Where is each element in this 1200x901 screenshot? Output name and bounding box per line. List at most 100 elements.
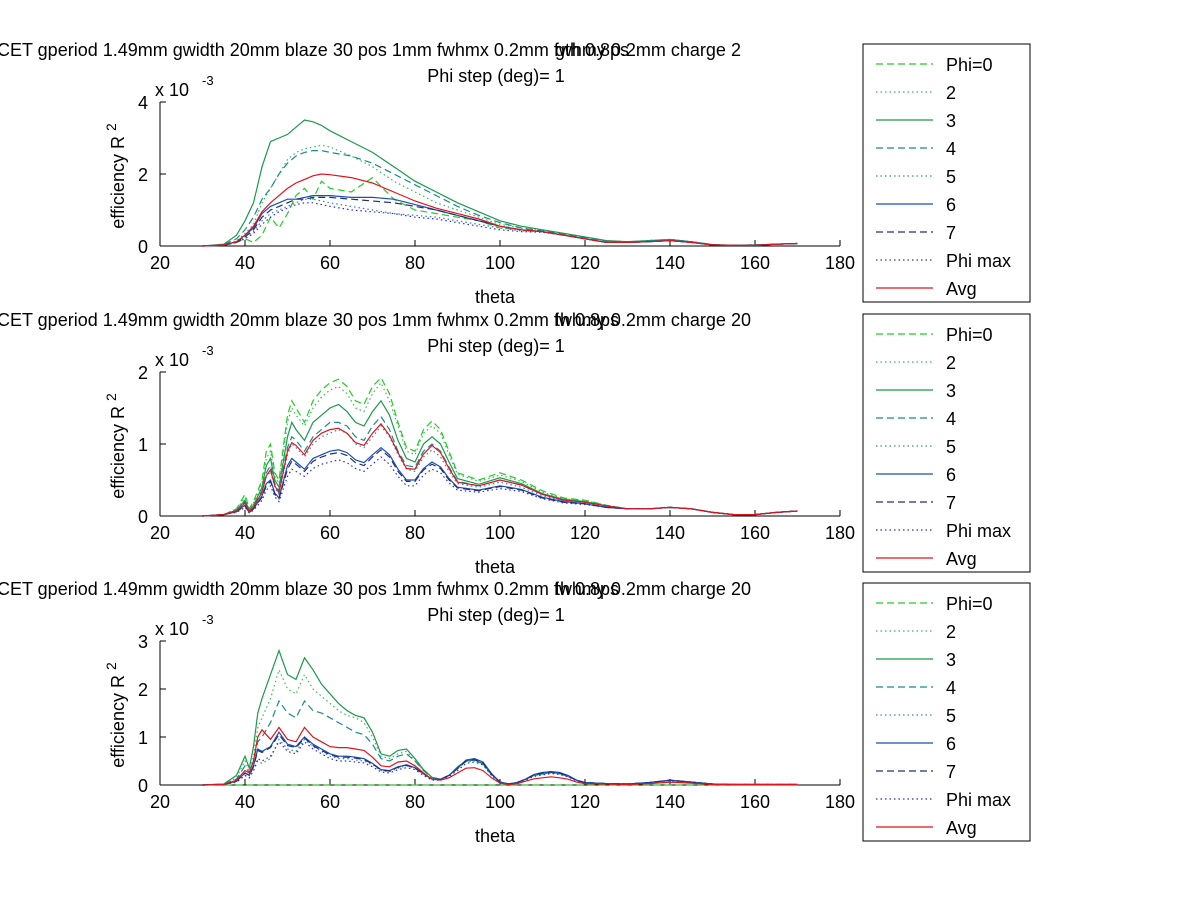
y-axis-label: efficiency R 2 xyxy=(103,393,128,499)
x-tick-label: 40 xyxy=(235,792,255,812)
y-tick-label: 0 xyxy=(138,507,148,527)
y-axis-label-sup: 2 xyxy=(103,662,119,670)
x-tick-label: 100 xyxy=(485,792,515,812)
series-line-5 xyxy=(202,425,798,517)
x-tick-label: 20 xyxy=(150,523,170,543)
scale-exponent: -3 xyxy=(202,73,214,88)
x-tick-label: 180 xyxy=(825,792,855,812)
y-axis-label-sup: 2 xyxy=(103,393,119,401)
y-axis-label: efficiency R 2 xyxy=(103,123,128,229)
x-tick-label: 140 xyxy=(655,253,685,273)
legend-label: Phi max xyxy=(946,521,1011,541)
series-line-5 xyxy=(202,198,798,247)
series-line-phi-max xyxy=(202,740,798,786)
chart-title: CET gperiod 1.49mm gwidth 20mm blaze 30 … xyxy=(0,310,751,330)
scale-factor: x 10 xyxy=(155,80,189,100)
legend-label: 5 xyxy=(946,437,956,457)
x-tick-label: 180 xyxy=(825,523,855,543)
legend-label: Phi=0 xyxy=(946,325,993,345)
legend-label: Phi max xyxy=(946,251,1011,271)
x-axis-label: theta xyxy=(475,826,516,846)
x-tick-label: 80 xyxy=(405,253,425,273)
chart-title-tail: th 0.8ps xyxy=(555,310,619,330)
y-tick-label: 2 xyxy=(138,165,148,185)
x-axis-label: theta xyxy=(475,287,516,307)
x-tick-label: 100 xyxy=(485,253,515,273)
x-tick-label: 120 xyxy=(570,792,600,812)
y-tick-label: 1 xyxy=(138,728,148,748)
series-line-phi-max xyxy=(202,456,798,517)
x-tick-label: 40 xyxy=(235,523,255,543)
series-line-avg xyxy=(202,422,798,517)
legend-label: 7 xyxy=(946,762,956,782)
legend-label: 7 xyxy=(946,493,956,513)
series-line-avg xyxy=(202,173,798,247)
legend-label: Avg xyxy=(946,279,977,299)
series-line-avg xyxy=(202,726,798,786)
chart-title-tail: gth 0.8ps xyxy=(555,40,629,60)
x-tick-label: 20 xyxy=(150,253,170,273)
scale-factor: x 10 xyxy=(155,619,189,639)
chart-subtitle: Phi step (deg)= 1 xyxy=(427,66,565,86)
legend-label: Avg xyxy=(946,818,977,838)
y-tick-label: 2 xyxy=(138,363,148,383)
y-tick-label: 2 xyxy=(138,680,148,700)
scale-factor: x 10 xyxy=(155,350,189,370)
legend-box xyxy=(862,43,1031,303)
legend-label: 2 xyxy=(946,353,956,373)
x-tick-label: 40 xyxy=(235,253,255,273)
series-line-7 xyxy=(202,196,798,247)
x-tick-label: 160 xyxy=(740,792,770,812)
scale-exponent: -3 xyxy=(202,612,214,627)
x-tick-label: 120 xyxy=(570,523,600,543)
legend-label: 4 xyxy=(946,139,956,159)
legend-label: 3 xyxy=(946,381,956,401)
legend-label: 6 xyxy=(946,734,956,754)
x-tick-label: 140 xyxy=(655,792,685,812)
x-tick-label: 80 xyxy=(405,523,425,543)
x-tick-label: 80 xyxy=(405,792,425,812)
legend-label: 3 xyxy=(946,111,956,131)
y-tick-label: 4 xyxy=(138,93,148,113)
x-tick-label: 60 xyxy=(320,253,340,273)
x-tick-label: 180 xyxy=(825,253,855,273)
legend-label: 4 xyxy=(946,678,956,698)
x-tick-label: 160 xyxy=(740,253,770,273)
chart-title-tail: th 0.8ps xyxy=(555,579,619,599)
legend-label: 5 xyxy=(946,167,956,187)
x-tick-label: 120 xyxy=(570,253,600,273)
y-axis-label-main: efficiency R xyxy=(108,401,128,499)
scale-exponent: -3 xyxy=(202,343,214,358)
y-tick-label: 0 xyxy=(138,237,148,257)
plot-area xyxy=(160,372,840,516)
y-tick-label: 1 xyxy=(138,435,148,455)
x-tick-label: 20 xyxy=(150,792,170,812)
chart-title: CET gperiod 1.49mm gwidth 20mm blaze 30 … xyxy=(0,579,751,599)
x-tick-label: 60 xyxy=(320,792,340,812)
legend-label: 6 xyxy=(946,465,956,485)
legend-label: 4 xyxy=(946,409,956,429)
x-tick-label: 160 xyxy=(740,523,770,543)
y-axis-label-main: efficiency R xyxy=(108,131,128,229)
x-axis-label: theta xyxy=(475,557,516,577)
plot-area xyxy=(160,641,840,785)
y-axis-label-main: efficiency R xyxy=(108,670,128,768)
legend-label: 2 xyxy=(946,622,956,642)
chart-subtitle: Phi step (deg)= 1 xyxy=(427,605,565,625)
x-tick-label: 100 xyxy=(485,523,515,543)
legend-label: 2 xyxy=(946,83,956,103)
x-tick-label: 60 xyxy=(320,523,340,543)
legend-label: Avg xyxy=(946,549,977,569)
x-tick-label: 140 xyxy=(655,523,685,543)
legend-box xyxy=(862,313,1031,573)
legend-label: Phi=0 xyxy=(946,594,993,614)
y-tick-label: 3 xyxy=(138,632,148,652)
chart-title: CET gperiod 1.49mm gwidth 20mm blaze 30 … xyxy=(0,40,741,60)
legend-label: 7 xyxy=(946,223,956,243)
legend-label: 5 xyxy=(946,706,956,726)
chart-subtitle: Phi step (deg)= 1 xyxy=(427,336,565,356)
y-axis-label-sup: 2 xyxy=(103,123,119,131)
